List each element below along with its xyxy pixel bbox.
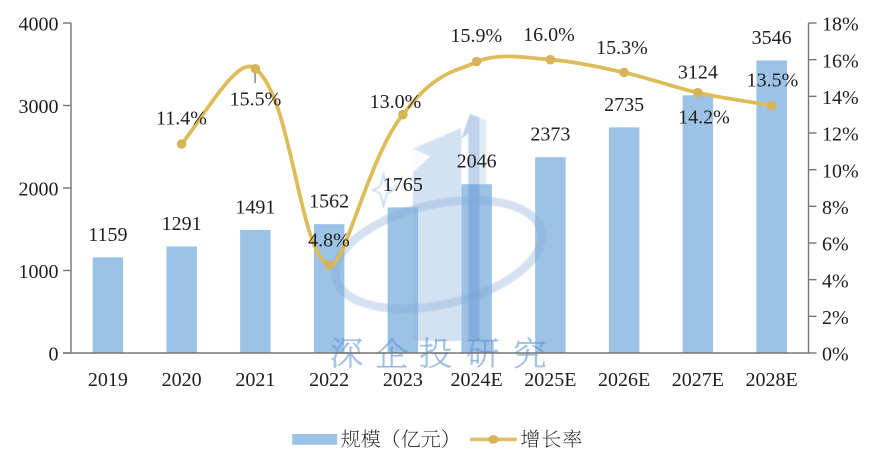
svg-text:2019: 2019 bbox=[88, 369, 128, 391]
svg-text:15.5%: 15.5% bbox=[230, 88, 282, 110]
svg-text:6%: 6% bbox=[822, 234, 849, 256]
svg-text:2020: 2020 bbox=[162, 369, 202, 391]
svg-text:15.9%: 15.9% bbox=[450, 25, 502, 47]
svg-text:14%: 14% bbox=[822, 87, 859, 109]
svg-text:4%: 4% bbox=[822, 270, 849, 292]
svg-text:2046: 2046 bbox=[457, 151, 497, 173]
svg-text:2028E: 2028E bbox=[745, 369, 797, 391]
svg-text:2025E: 2025E bbox=[524, 369, 576, 391]
svg-text:0: 0 bbox=[49, 344, 59, 366]
svg-text:2022: 2022 bbox=[309, 369, 349, 391]
svg-text:15.3%: 15.3% bbox=[596, 37, 648, 59]
svg-text:4.8%: 4.8% bbox=[308, 229, 350, 251]
svg-text:4000: 4000 bbox=[19, 14, 59, 36]
svg-text:11.4%: 11.4% bbox=[156, 108, 207, 130]
svg-text:16%: 16% bbox=[822, 50, 859, 72]
svg-text:3000: 3000 bbox=[19, 96, 59, 118]
svg-text:13.5%: 13.5% bbox=[747, 69, 799, 91]
svg-text:0%: 0% bbox=[822, 344, 849, 366]
svg-text:2027E: 2027E bbox=[672, 369, 724, 391]
svg-text:2373: 2373 bbox=[530, 124, 570, 146]
svg-text:12%: 12% bbox=[822, 124, 859, 146]
svg-text:2%: 2% bbox=[822, 307, 849, 329]
svg-text:1159: 1159 bbox=[88, 224, 127, 246]
svg-text:2021: 2021 bbox=[235, 369, 275, 391]
svg-text:18%: 18% bbox=[822, 14, 859, 36]
svg-text:8%: 8% bbox=[822, 197, 849, 219]
svg-text:1765: 1765 bbox=[383, 174, 423, 196]
svg-text:16.0%: 16.0% bbox=[523, 24, 575, 46]
svg-text:2024E: 2024E bbox=[450, 369, 502, 391]
svg-text:1291: 1291 bbox=[162, 213, 202, 235]
svg-text:2026E: 2026E bbox=[598, 369, 650, 391]
svg-text:2735: 2735 bbox=[604, 94, 644, 116]
svg-text:10%: 10% bbox=[822, 160, 859, 182]
svg-text:3124: 3124 bbox=[678, 62, 718, 84]
svg-text:1000: 1000 bbox=[19, 261, 59, 283]
svg-text:1491: 1491 bbox=[235, 196, 275, 218]
svg-text:3546: 3546 bbox=[752, 27, 792, 49]
svg-text:2023: 2023 bbox=[383, 369, 423, 391]
svg-text:1562: 1562 bbox=[309, 191, 349, 213]
svg-text:14.2%: 14.2% bbox=[678, 106, 730, 128]
svg-text:2000: 2000 bbox=[19, 179, 59, 201]
svg-text:13.0%: 13.0% bbox=[370, 91, 422, 113]
